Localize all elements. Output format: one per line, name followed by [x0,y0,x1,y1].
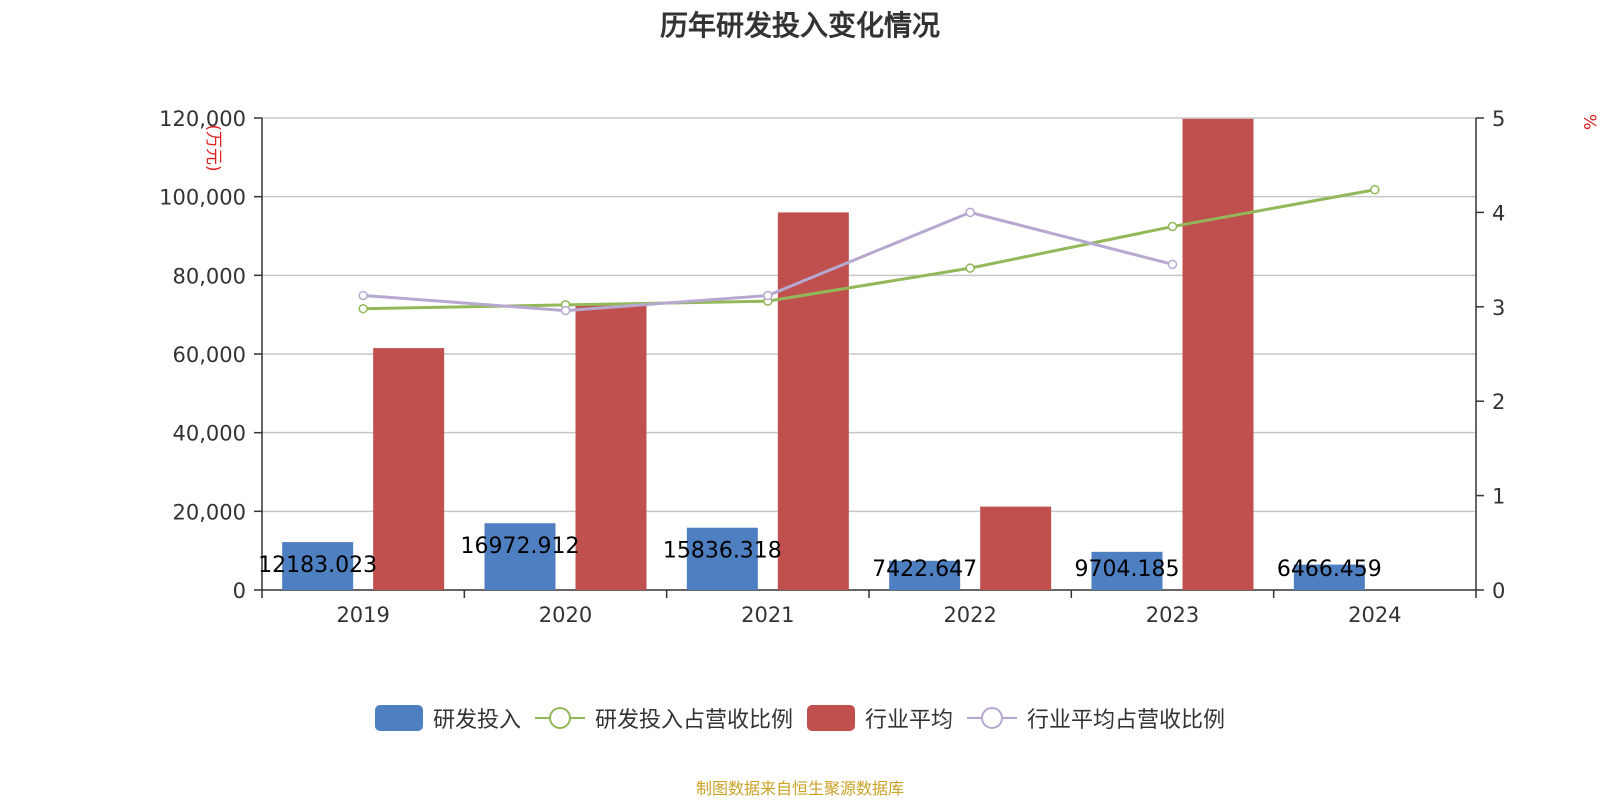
x-axis-tick-label: 2023 [1146,603,1199,627]
x-axis-tick-label: 2021 [741,603,794,627]
legend-item-rd-investment[interactable]: 研发投入 [374,702,521,734]
line-point [763,290,773,301]
bars [282,118,1365,590]
bar-data-label: 7422.647 [872,557,977,582]
bar [373,348,445,590]
gridlines [262,117,1476,513]
line-point [1167,221,1178,232]
bar-data-label: 15836.318 [663,539,782,564]
legend-item-industry-average[interactable]: 行业平均 [807,702,953,734]
bar [889,560,961,590]
bar-labels: 12183.023 16972.912 15836.318 7422.647 9704.… [258,534,1382,582]
bar [484,523,556,590]
bar [1091,551,1163,590]
axes: 0 20,000 40,000 60,000 80,000 100,000 120,000 0… [159,107,1505,627]
right-axis-tick-label: 4 [1492,201,1505,225]
legend: 研发投入 研发投入占营收比例 行业平均 行业平均占营收比例 [0,702,1600,734]
left-axis-tick-label: 0 [233,579,246,603]
right-axis-tick-label: 0 [1492,579,1505,603]
bar-data-label: 9704.185 [1075,557,1180,582]
bar-data-label: 16972.912 [461,534,580,559]
left-axis-tick-label: 20,000 [173,500,246,524]
left-axis-unit: (万元) [203,124,223,171]
legend-swatch-industry-ratio [967,707,1018,729]
legend-swatch-industry-average [807,705,855,731]
lines [358,184,1380,316]
bar [686,527,758,590]
bar [777,212,849,590]
right-axis-tick-label: 5 [1492,107,1505,131]
chart-plot-area: 0 20,000 40,000 60,000 80,000 100,000 120,000 0… [159,107,1599,627]
right-axis-tick-label: 3 [1492,296,1505,320]
right-axis-tick-label: 2 [1492,390,1505,414]
x-axis-tick-label: 2020 [539,603,592,627]
bar [575,304,647,590]
bar [980,506,1052,590]
line-point [965,263,975,273]
bar-data-label: 12183.023 [258,553,377,578]
bar [1293,564,1365,590]
left-axis-tick-label: 40,000 [173,422,246,446]
line-point [965,207,975,218]
left-axis-tick-label: 60,000 [173,343,246,367]
legend-item-industry-ratio[interactable]: 行业平均占营收比例 [967,702,1225,734]
legend-label-industry-average: 行业平均 [865,708,954,733]
chart-title: 历年研发投入变化情况 [659,9,940,42]
legend-item-rd-ratio[interactable]: 研发投入占营收比例 [534,702,793,734]
legend-label-rd-investment: 研发投入 [432,708,521,733]
bar-data-label: 6466.459 [1277,557,1382,582]
bar [1182,118,1254,590]
legend-label-rd-ratio: 研发投入占营收比例 [594,708,793,733]
line-point [358,290,368,301]
line-point [1370,184,1380,195]
left-axis-tick-label: 120,000 [159,107,246,131]
line-point [1167,259,1178,270]
right-axis-tick-label: 1 [1492,485,1505,509]
left-axis-tick-label: 80,000 [173,264,246,288]
source-note: 制图数据来自恒生聚源数据库 [695,779,904,798]
series-line [363,188,1376,311]
x-axis-tick-label: 2019 [336,603,389,627]
right-axis-unit: % [1579,114,1599,130]
x-axis-tick-label: 2022 [943,603,996,627]
line-point [560,305,571,316]
left-axis-tick-label: 100,000 [159,186,246,210]
legend-swatch-rd-ratio [534,707,585,729]
x-axis-tick-label: 2024 [1348,603,1401,627]
bar [282,542,354,590]
legend-swatch-rd-investment [374,705,423,731]
legend-label-industry-ratio: 行业平均占营收比例 [1027,708,1226,733]
line-point [358,303,368,314]
